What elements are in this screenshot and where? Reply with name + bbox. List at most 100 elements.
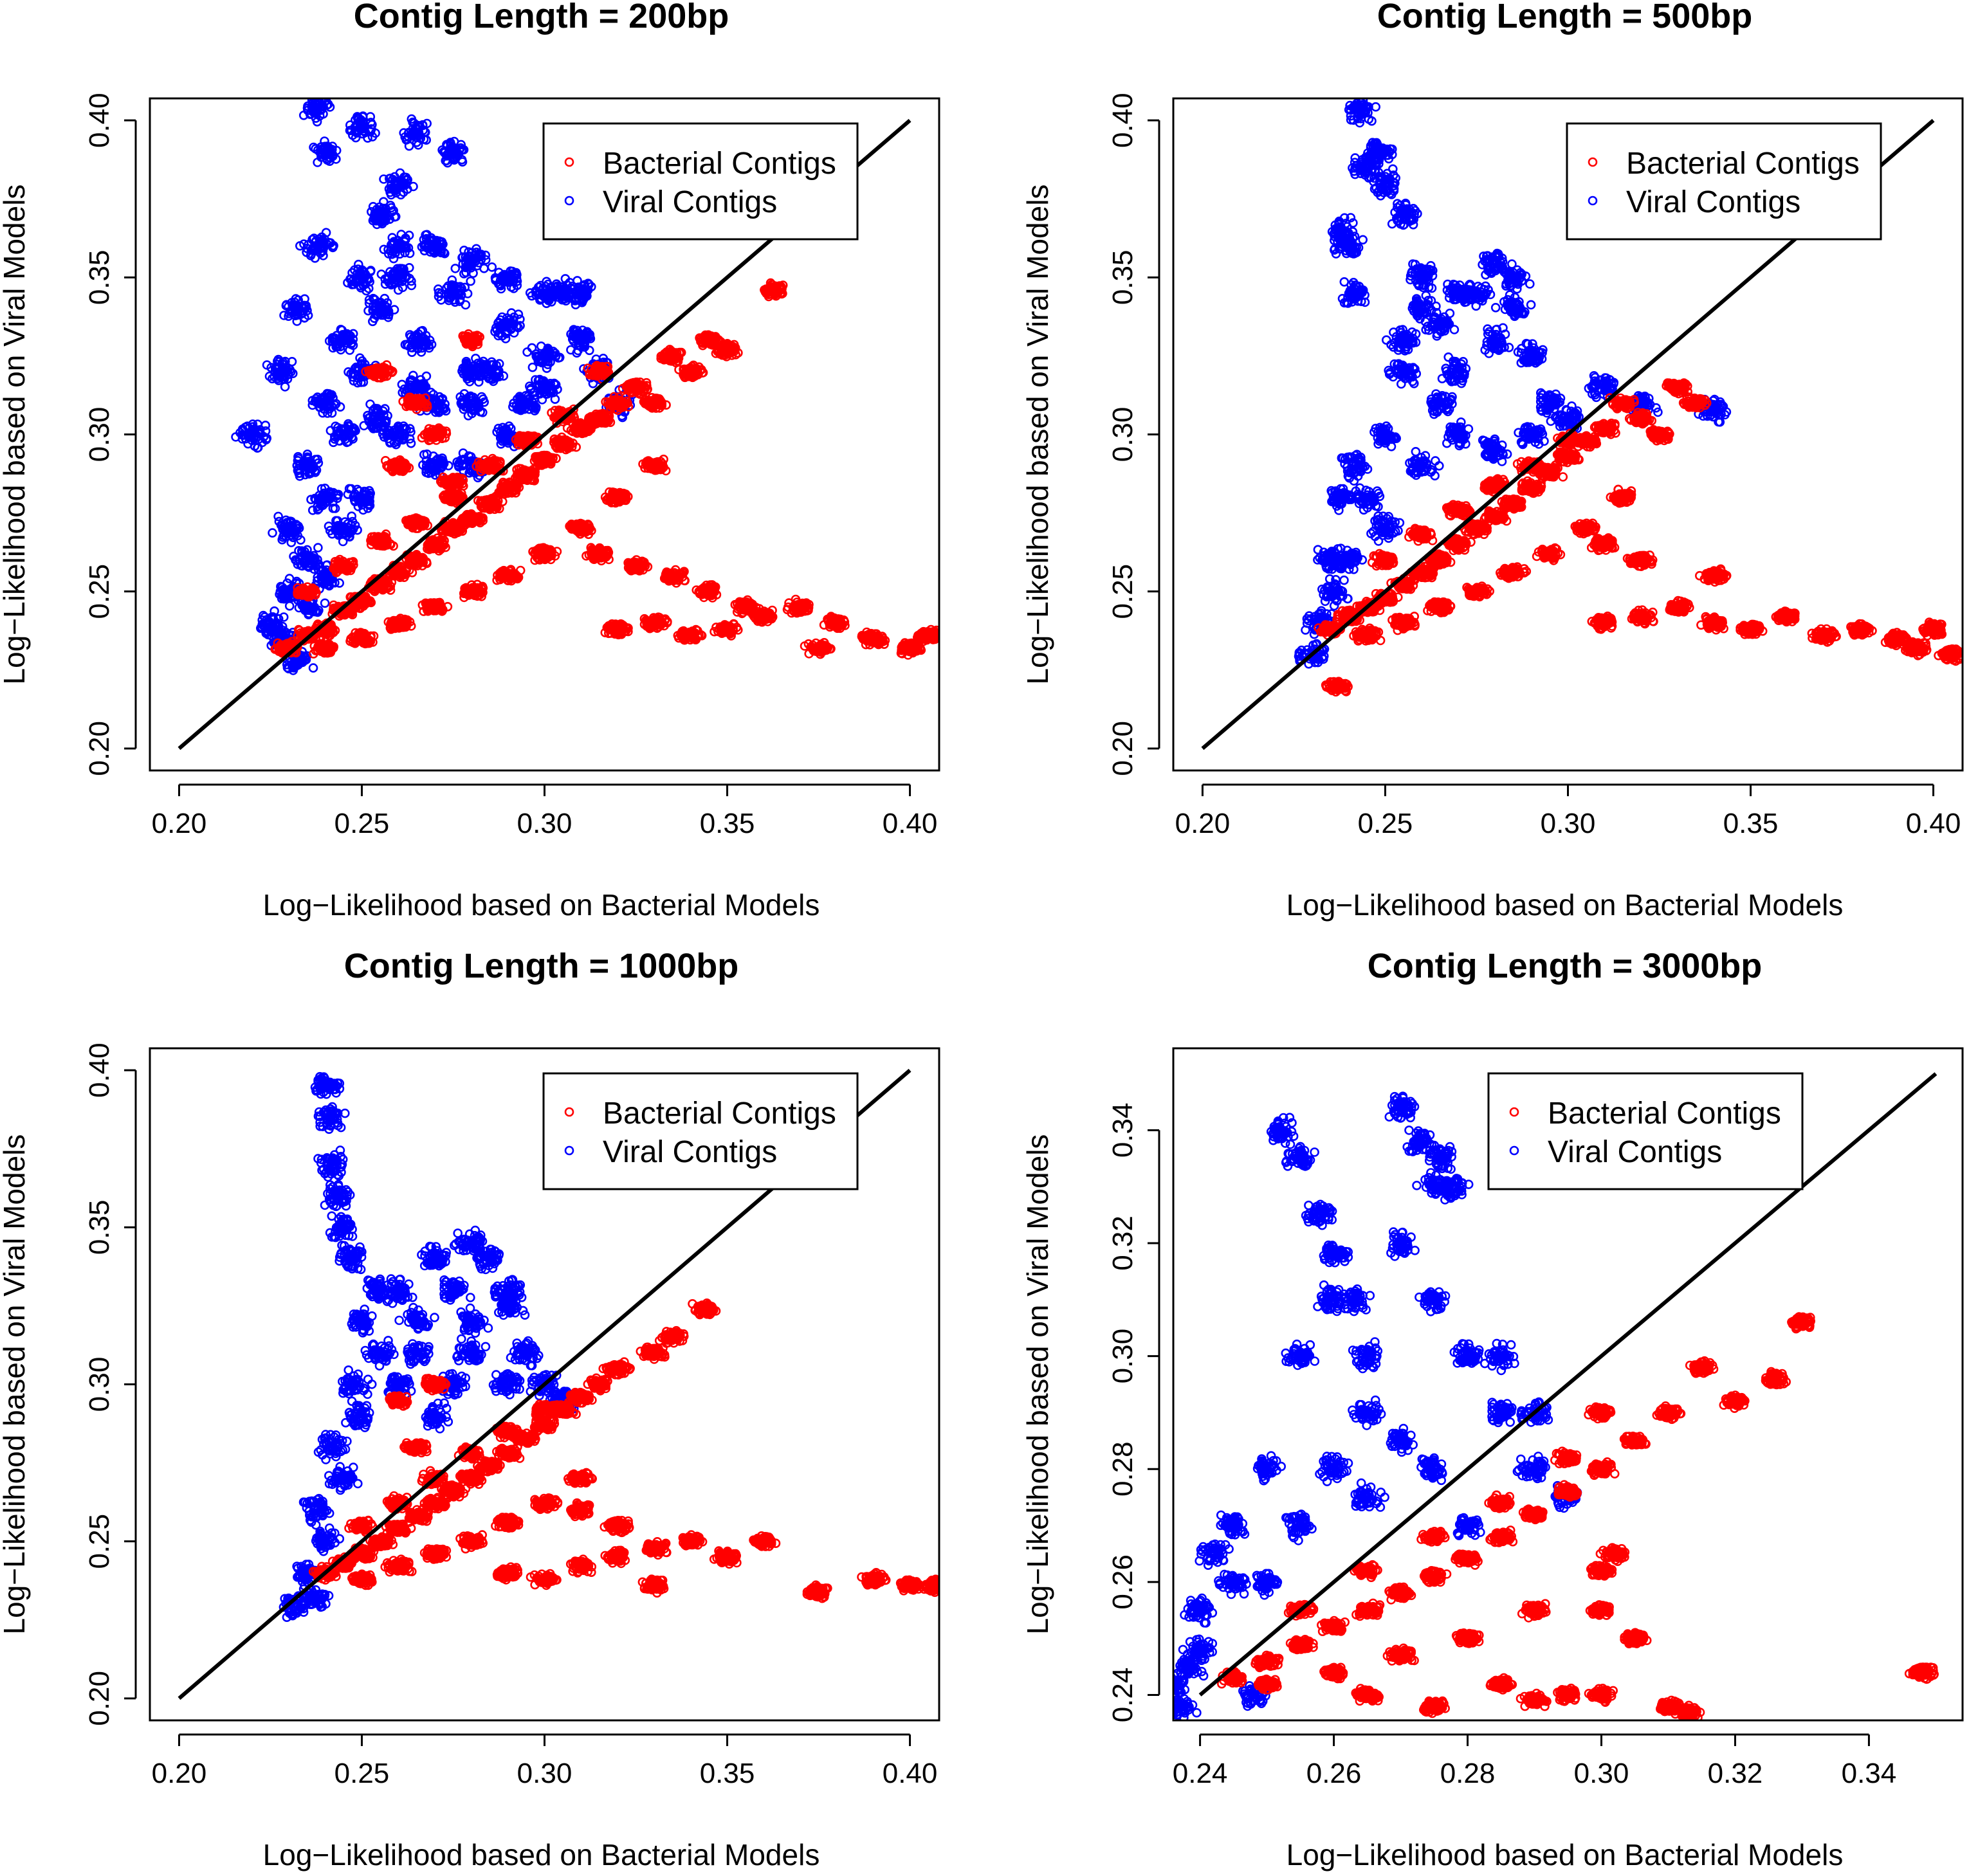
viral-point [368, 302, 378, 312]
viral-point [239, 430, 248, 441]
viral-point [453, 460, 463, 470]
viral-point [280, 382, 290, 392]
viral-point [317, 395, 327, 405]
viral-point [403, 132, 414, 141]
viral-point [455, 295, 465, 305]
viral-point [570, 332, 580, 343]
viral-point [286, 538, 297, 547]
viral-point [268, 528, 277, 538]
viral-point [353, 259, 363, 269]
viral-point [295, 471, 305, 481]
viral-point [393, 243, 403, 253]
viral-point [496, 322, 506, 332]
viral-point [584, 279, 594, 289]
viral-point [508, 266, 517, 277]
viral-point [359, 421, 369, 431]
viral-point [339, 432, 349, 442]
viral-point [407, 375, 416, 385]
viral-point [343, 489, 353, 499]
viral-point [426, 387, 436, 397]
viral-point [356, 497, 366, 507]
viral-point [317, 493, 327, 504]
viral-point [329, 434, 340, 444]
viral-point [284, 601, 295, 611]
viral-point [279, 612, 289, 622]
viral-point [298, 111, 309, 120]
viral-point [416, 347, 426, 357]
viral-point [389, 253, 399, 264]
viral-point [379, 214, 389, 224]
viral-point [456, 290, 466, 300]
viral-point [464, 392, 474, 402]
viral-point [515, 399, 524, 409]
viral-point [337, 325, 347, 335]
viral-point [452, 149, 461, 158]
viral-point [306, 245, 316, 255]
viral-point [318, 98, 327, 105]
viral-point [292, 316, 302, 326]
viral-point [472, 253, 481, 263]
viral-point [572, 348, 582, 358]
viral-point [434, 407, 444, 417]
viral-point [584, 345, 594, 356]
viral-point [378, 406, 388, 416]
viral-point [343, 419, 353, 429]
viral-point [327, 408, 337, 418]
viral-point [567, 281, 578, 291]
viral-point [407, 347, 417, 358]
viral-point [367, 132, 378, 141]
viral-point [544, 292, 554, 302]
viral-point [317, 399, 327, 410]
viral-point [477, 392, 487, 402]
viral-point [519, 404, 529, 414]
viral-point [348, 524, 358, 534]
viral-point [433, 454, 443, 464]
viral-point [515, 321, 525, 331]
viral-point [406, 438, 416, 448]
viral-point [426, 468, 436, 478]
viral-point [531, 286, 541, 296]
viral-point [466, 253, 477, 264]
viral-point [499, 371, 509, 381]
viral-point [376, 415, 387, 426]
viral-point [572, 276, 582, 286]
viral-point [499, 429, 509, 439]
viral-point [324, 521, 334, 531]
viral-point [414, 338, 425, 348]
viral-point [461, 262, 471, 272]
viral-point [425, 335, 435, 345]
viral-point [476, 358, 486, 369]
viral-point [393, 285, 403, 295]
viral-point [498, 320, 508, 331]
viral-point [490, 327, 500, 337]
viral-point [380, 404, 390, 414]
viral-point [494, 321, 504, 331]
viral-point [310, 253, 320, 263]
viral-point [282, 593, 291, 603]
viral-point [327, 241, 338, 251]
viral-point [394, 433, 405, 442]
viral-point [401, 271, 412, 282]
viral-point [302, 243, 312, 253]
viral-point [417, 242, 427, 252]
viral-point [512, 276, 522, 286]
viral-point [367, 419, 377, 430]
viral-point [466, 276, 475, 286]
viral-point [237, 424, 248, 434]
viral-point [385, 438, 395, 448]
viral-point [550, 394, 560, 405]
viral-point [506, 282, 517, 292]
viral-point [335, 402, 345, 412]
viral-point [369, 405, 378, 415]
viral-point [405, 434, 415, 444]
viral-point [311, 113, 321, 123]
viral-point [287, 356, 297, 367]
viral-point [416, 133, 426, 143]
viral-point [450, 264, 461, 273]
viral-point [404, 128, 414, 138]
viral-point [293, 466, 303, 476]
viral-point [554, 352, 565, 363]
viral-point [464, 369, 474, 378]
viral-point [299, 313, 309, 323]
